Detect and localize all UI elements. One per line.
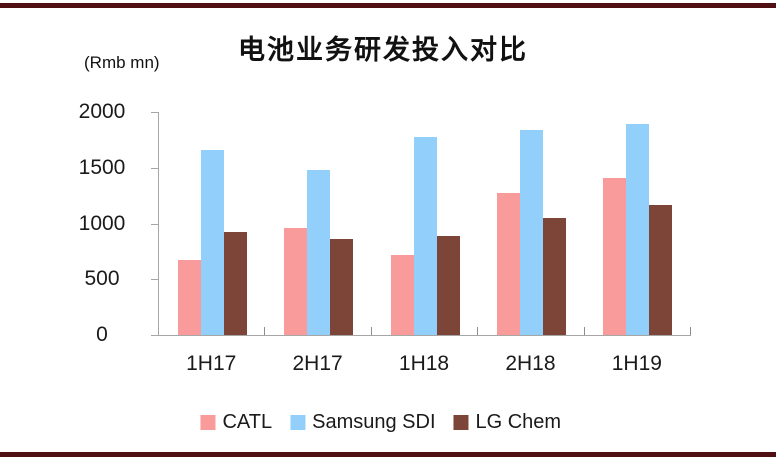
bar-lg-chem-1h19 bbox=[649, 204, 673, 335]
y-axis-tick-mark bbox=[151, 335, 159, 336]
bar-groups bbox=[159, 112, 692, 335]
y-tick-label-2000: 2000 bbox=[78, 100, 126, 123]
bar-catl-1h18 bbox=[390, 254, 414, 335]
x-axis-tick-mark bbox=[690, 327, 692, 335]
x-tick-label-1h17: 1H17 bbox=[186, 352, 237, 375]
bottom-border-line bbox=[0, 452, 776, 457]
bar-catl-2h18 bbox=[496, 193, 520, 335]
x-tick-label-1h19: 1H19 bbox=[611, 352, 662, 375]
bar-lg-chem-2h18 bbox=[542, 217, 566, 335]
legend-item-catl: CATL bbox=[200, 411, 272, 434]
y-axis-tick-mark bbox=[151, 167, 159, 169]
x-axis-tick-mark bbox=[370, 327, 372, 335]
y-tick-label-1000: 1000 bbox=[78, 211, 126, 235]
bar-samsung-sdi-2h17 bbox=[307, 169, 331, 335]
bar-lg-chem-2h17 bbox=[330, 239, 354, 335]
legend-swatch-lg-chem bbox=[453, 415, 469, 430]
x-tick-label-2h18: 2H18 bbox=[505, 352, 556, 375]
y-axis-tick-mark bbox=[151, 223, 159, 225]
legend-item-lg-chem: LG Chem bbox=[453, 411, 562, 434]
legend-label-catl: CATL bbox=[222, 411, 273, 433]
y-axis-tick-labels: 0 500 1000 1500 2000 bbox=[70, 101, 134, 346]
legend-swatch-samsung-sdi bbox=[290, 415, 306, 430]
bar-group-1h18 bbox=[372, 112, 479, 335]
legend-item-samsung-sdi: Samsung SDI bbox=[290, 411, 436, 434]
bar-group-1h17 bbox=[159, 112, 266, 335]
top-border-line bbox=[0, 3, 776, 8]
legend-swatch-catl bbox=[200, 415, 216, 430]
bar-catl-1h19 bbox=[603, 177, 627, 335]
bar-lg-chem-1h17 bbox=[223, 232, 247, 335]
bar-group-2h17 bbox=[265, 112, 372, 335]
bar-samsung-sdi-1h17 bbox=[200, 149, 224, 335]
x-axis-tick-mark bbox=[264, 327, 266, 335]
y-axis-tick-mark bbox=[151, 279, 159, 281]
chart-title: 电池业务研发投入对比 bbox=[238, 35, 528, 66]
plot-area bbox=[151, 112, 692, 336]
bar-samsung-sdi-1h18 bbox=[413, 136, 437, 335]
legend-label-lg-chem: LG Chem bbox=[475, 411, 562, 433]
x-tick-label-2h17: 2H17 bbox=[292, 352, 343, 375]
y-tick-label-0: 0 bbox=[96, 323, 108, 346]
legend: CATL Samsung SDI LG Chem bbox=[200, 411, 561, 434]
legend-label-samsung-sdi: Samsung SDI bbox=[312, 411, 436, 433]
bar-catl-1h17 bbox=[177, 260, 201, 335]
bar-group-2h18 bbox=[478, 112, 585, 335]
bar-group-1h19 bbox=[585, 112, 692, 335]
bar-samsung-sdi-1h19 bbox=[626, 124, 650, 335]
y-axis-tick-mark bbox=[151, 112, 159, 113]
x-tick-label-1h18: 1H18 bbox=[398, 352, 450, 375]
y-tick-label-1500: 1500 bbox=[78, 155, 126, 179]
bar-catl-2h17 bbox=[284, 227, 308, 335]
x-axis-tick-mark bbox=[477, 327, 479, 335]
y-axis-unit-label: (Rmb mn) bbox=[84, 53, 160, 72]
bar-lg-chem-1h18 bbox=[436, 235, 460, 335]
bar-samsung-sdi-2h18 bbox=[519, 129, 543, 335]
x-axis-labels: 1H17 2H17 1H18 2H18 1H19 bbox=[158, 352, 690, 376]
x-axis-tick-mark bbox=[583, 327, 585, 335]
y-tick-label-500: 500 bbox=[84, 267, 120, 291]
